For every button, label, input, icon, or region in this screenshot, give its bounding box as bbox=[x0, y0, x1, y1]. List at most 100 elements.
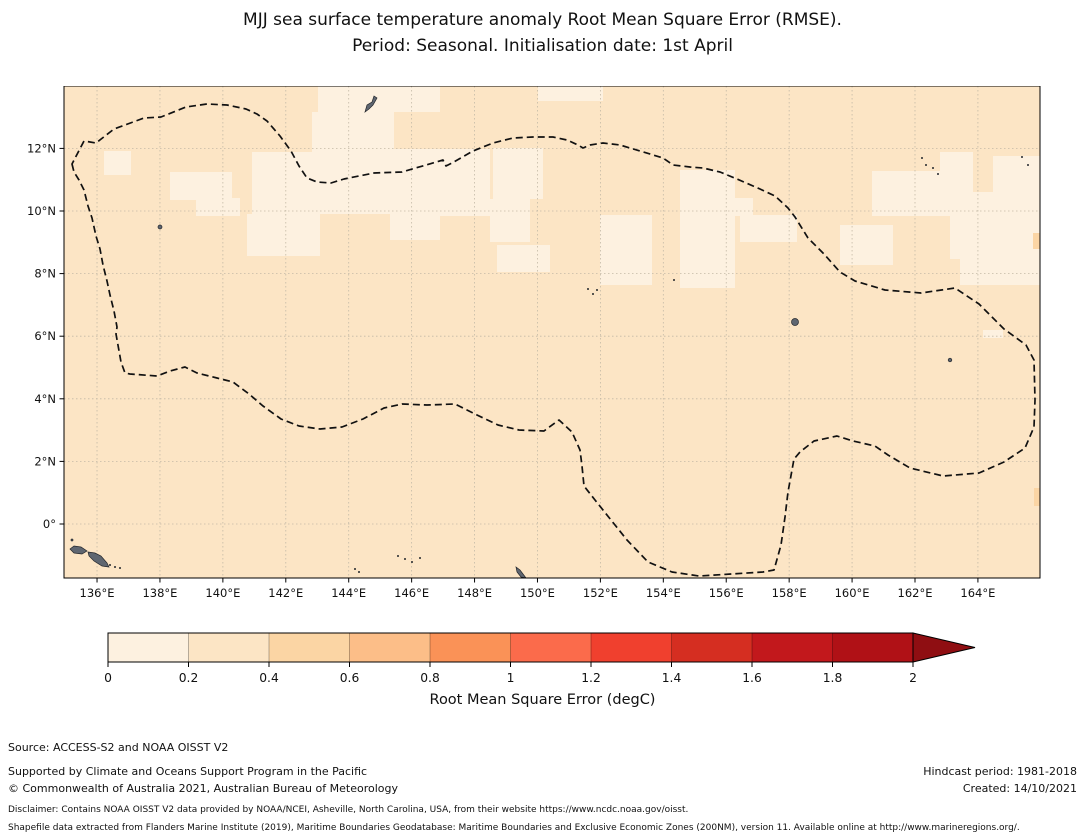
rmse-low-patch bbox=[490, 199, 530, 242]
rmse-low-patch bbox=[960, 259, 1020, 285]
colorbar-cell bbox=[430, 633, 511, 662]
hindcast-period-text: Hindcast period: 1981-2018 bbox=[923, 765, 1077, 778]
x-tick-label: 138°E bbox=[142, 586, 177, 600]
colorbar-tick-label: 0.4 bbox=[259, 671, 279, 685]
map-background bbox=[64, 86, 1040, 578]
colorbar-tick-label: 1.8 bbox=[823, 671, 843, 685]
island-dot bbox=[411, 561, 413, 563]
rmse-low-patch bbox=[247, 214, 320, 256]
island-shape bbox=[791, 318, 799, 326]
rmse-low-patch bbox=[600, 215, 652, 285]
y-tick-label: 6°N bbox=[34, 329, 56, 343]
island-dot bbox=[358, 571, 360, 573]
island-dot bbox=[592, 293, 594, 295]
rmse-low-patch bbox=[493, 148, 543, 199]
colorbar-cell bbox=[671, 633, 752, 662]
island-dot bbox=[596, 289, 598, 291]
y-tick-label: 12°N bbox=[27, 141, 56, 155]
x-tick-label: 148°E bbox=[457, 586, 492, 600]
x-tick-label: 150°E bbox=[520, 586, 555, 600]
map-area: 136°E 138°E 140°E 142°E 144°E 146°E 148°E 150°E… bbox=[27, 86, 1041, 600]
chart-title-line1: MJJ sea surface temperature anomaly Root… bbox=[243, 10, 842, 30]
sst-rmse-map: 136°E 138°E 140°E 142°E 144°E 146°E 148°E 150°E… bbox=[27, 86, 1041, 600]
rmse-low-patch bbox=[318, 86, 440, 112]
rmse-low-patch bbox=[690, 198, 753, 216]
island-dot bbox=[109, 564, 111, 566]
colorbar-tick-label: 0.8 bbox=[420, 671, 440, 685]
island-shape bbox=[87, 551, 110, 568]
island-shape bbox=[364, 95, 378, 113]
island-dot bbox=[397, 555, 399, 557]
x-tick-label: 164°E bbox=[960, 586, 995, 600]
y-tick-label: 10°N bbox=[27, 204, 56, 218]
x-tick-label: 136°E bbox=[80, 586, 115, 600]
colorbar-cell bbox=[269, 633, 350, 662]
x-tick-label: 156°E bbox=[709, 586, 744, 600]
island-dot bbox=[354, 568, 356, 570]
rmse-low-patch bbox=[950, 192, 1040, 259]
created-date-text: Created: 14/10/2021 bbox=[962, 782, 1077, 795]
x-tick-label: 162°E bbox=[898, 586, 933, 600]
x-tick-label: 146°E bbox=[394, 586, 429, 600]
rmse-low-patch bbox=[740, 215, 797, 242]
copyright-text: © Commonwealth of Australia 2021, Austra… bbox=[8, 782, 398, 795]
colorbar-cell bbox=[108, 633, 189, 662]
island-dot bbox=[937, 173, 939, 175]
supported-text: Supported by Climate and Oceans Support … bbox=[8, 765, 368, 778]
disclaimer-text: Disclaimer: Contains NOAA OISST V2 data … bbox=[8, 805, 689, 815]
island-dot bbox=[1027, 164, 1029, 166]
island-dot bbox=[419, 557, 421, 559]
rmse-low-patch bbox=[840, 225, 893, 265]
colorbar-cell bbox=[349, 633, 430, 662]
y-tick-label: 0° bbox=[43, 517, 56, 531]
x-tick-label: 160°E bbox=[835, 586, 870, 600]
rmse-low-patch bbox=[390, 149, 490, 216]
source-text: Source: ACCESS-S2 and NOAA OISST V2 bbox=[8, 741, 229, 754]
colorbar-tick-label: 0.6 bbox=[340, 671, 360, 685]
island-dot bbox=[925, 164, 927, 166]
colorbar-tick-label: 1.6 bbox=[742, 671, 762, 685]
island-dot bbox=[932, 167, 934, 169]
rmse-low-patch bbox=[104, 151, 131, 175]
rmse-low-patch bbox=[538, 86, 603, 101]
colorbar-cell bbox=[832, 633, 913, 662]
colorbar-tick-label: 1.4 bbox=[662, 671, 682, 685]
island-dot bbox=[1021, 156, 1023, 158]
x-tick-label: 154°E bbox=[646, 586, 681, 600]
colorbar-tick-label: 0 bbox=[104, 671, 112, 685]
shapefile-credit-text: Shapefile data extracted from Flanders M… bbox=[8, 823, 1020, 833]
island-dot bbox=[921, 157, 923, 159]
island-shape bbox=[157, 224, 163, 230]
rmse-low-patch bbox=[497, 245, 550, 272]
rmse-low-patch bbox=[983, 330, 1003, 338]
x-tick-label: 152°E bbox=[583, 586, 618, 600]
island-dot bbox=[587, 288, 589, 290]
colorbar-cell bbox=[510, 633, 591, 662]
rmse-low-patch bbox=[196, 198, 240, 216]
y-tick-label: 4°N bbox=[34, 392, 56, 406]
rmse-mid-patch bbox=[1033, 233, 1040, 249]
island-shape bbox=[69, 545, 88, 555]
x-tick-label: 144°E bbox=[331, 586, 366, 600]
rmse-low-patch bbox=[680, 170, 735, 288]
map-frame bbox=[63, 86, 1041, 579]
rmse-low-patch bbox=[170, 172, 232, 200]
rmse-low-patch bbox=[312, 112, 394, 152]
colorbar-tick-label: 0.2 bbox=[179, 671, 199, 685]
y-tick-label: 8°N bbox=[34, 267, 56, 281]
eez-boundary-line bbox=[71, 103, 1036, 577]
colorbar-cell bbox=[591, 633, 672, 662]
rmse-mid-patch bbox=[1034, 488, 1040, 506]
colorbar: 0 0.2 0.4 0.6 0.8 1 1.2 1.4 1.6 1.8 2 bbox=[104, 632, 976, 685]
island-dot bbox=[404, 558, 406, 560]
island-dot bbox=[114, 566, 116, 568]
island-dot bbox=[673, 279, 675, 281]
colorbar-cell bbox=[752, 633, 833, 662]
island-dot bbox=[119, 567, 121, 569]
colorbar-cell bbox=[188, 633, 269, 662]
x-tick-label: 142°E bbox=[268, 586, 303, 600]
colorbar-over-arrow bbox=[912, 632, 976, 663]
colorbar-tick-label: 1.2 bbox=[581, 671, 601, 685]
y-tick-label: 2°N bbox=[34, 454, 56, 468]
colorbar-label: Root Mean Square Error (degC) bbox=[429, 692, 656, 708]
